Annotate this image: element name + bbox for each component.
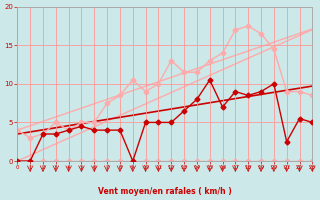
X-axis label: Vent moyen/en rafales ( km/h ): Vent moyen/en rafales ( km/h ) [98,187,232,196]
